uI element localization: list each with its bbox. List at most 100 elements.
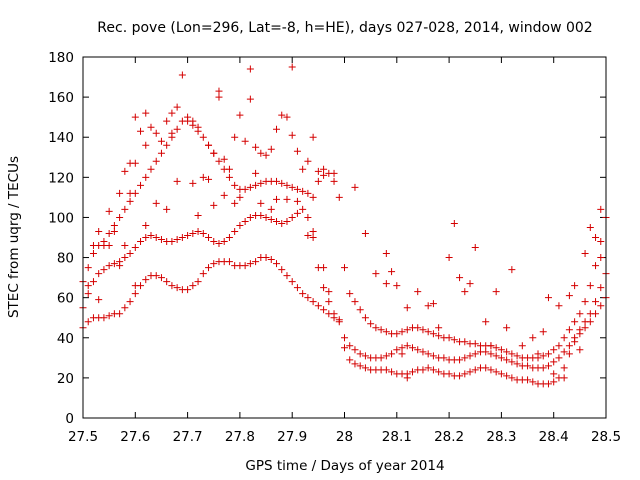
data-point (461, 288, 469, 296)
data-point (89, 278, 97, 286)
data-point (356, 350, 364, 358)
data-point (560, 334, 568, 342)
y-tick-label: 80 (57, 251, 74, 267)
data-point (382, 280, 390, 288)
data-point (131, 113, 139, 121)
data-point (194, 127, 202, 135)
data-point (503, 324, 511, 332)
data-point (273, 260, 281, 268)
data-point (299, 290, 307, 298)
data-point (84, 290, 92, 298)
data-point (157, 137, 165, 145)
data-point (351, 360, 359, 368)
data-point (152, 234, 160, 241)
data-points (79, 63, 610, 388)
data-point (445, 334, 453, 342)
data-point (309, 298, 317, 306)
data-point (508, 374, 516, 382)
data-point (351, 346, 359, 354)
data-point (157, 149, 165, 157)
data-point (126, 189, 134, 197)
data-point (304, 157, 312, 165)
data-point (157, 236, 165, 244)
data-point (273, 217, 281, 225)
data-point (497, 346, 505, 354)
data-point (215, 240, 223, 248)
data-point (262, 213, 270, 221)
data-point (163, 205, 171, 213)
data-point (116, 262, 124, 270)
data-point (429, 330, 437, 338)
x-tick-label: 28.1 (382, 429, 412, 445)
data-point (550, 378, 558, 386)
data-point (429, 352, 437, 360)
x-tick-label: 27.5 (68, 429, 98, 445)
data-point (403, 326, 411, 334)
data-point (278, 179, 286, 187)
data-point (482, 364, 490, 372)
data-point (116, 310, 124, 318)
data-point (168, 129, 176, 137)
data-point (142, 234, 150, 241)
data-point (581, 250, 589, 258)
data-point (471, 350, 479, 358)
data-point (283, 195, 291, 203)
data-point (257, 211, 265, 219)
data-point (205, 234, 213, 241)
data-point (466, 280, 474, 288)
data-point (555, 354, 563, 362)
data-point (445, 370, 453, 378)
data-point (513, 352, 521, 360)
data-point (314, 167, 322, 175)
data-point (220, 238, 228, 246)
data-point (534, 350, 542, 358)
data-point (351, 183, 359, 191)
data-point (508, 350, 516, 358)
data-point (288, 278, 296, 286)
data-point (429, 366, 437, 374)
data-point (393, 330, 401, 338)
data-point (225, 173, 233, 181)
data-point (257, 149, 265, 157)
data-point (105, 312, 113, 320)
data-point (513, 360, 521, 368)
data-point (414, 288, 422, 296)
data-point (210, 260, 218, 268)
data-point (288, 183, 296, 191)
data-point (503, 348, 511, 356)
data-point (592, 262, 600, 270)
data-point (351, 298, 359, 306)
data-point (581, 324, 589, 332)
data-point (267, 205, 275, 213)
data-point (550, 358, 558, 366)
data-point (482, 318, 490, 326)
data-point (105, 207, 113, 215)
data-point (199, 270, 207, 278)
data-point (205, 141, 213, 149)
data-point (189, 229, 197, 237)
data-point (142, 173, 150, 181)
data-point (163, 117, 171, 125)
data-point (403, 374, 411, 382)
data-point (565, 342, 573, 350)
data-point (361, 364, 369, 372)
data-point (246, 95, 254, 103)
x-tick-label: 28.2 (434, 429, 464, 445)
data-point (435, 368, 443, 376)
data-point (440, 354, 448, 362)
data-point (147, 123, 155, 131)
data-point (95, 296, 103, 304)
data-point (84, 318, 92, 326)
data-point (424, 364, 432, 372)
data-point (361, 352, 369, 360)
data-point (184, 231, 192, 239)
data-point (288, 213, 296, 221)
data-point (293, 185, 301, 193)
x-tick-label: 28.4 (539, 429, 569, 445)
data-point (152, 272, 160, 280)
data-point (215, 93, 223, 101)
data-point (309, 227, 317, 235)
data-point (121, 254, 129, 262)
data-point (325, 288, 333, 296)
data-point (424, 328, 432, 336)
